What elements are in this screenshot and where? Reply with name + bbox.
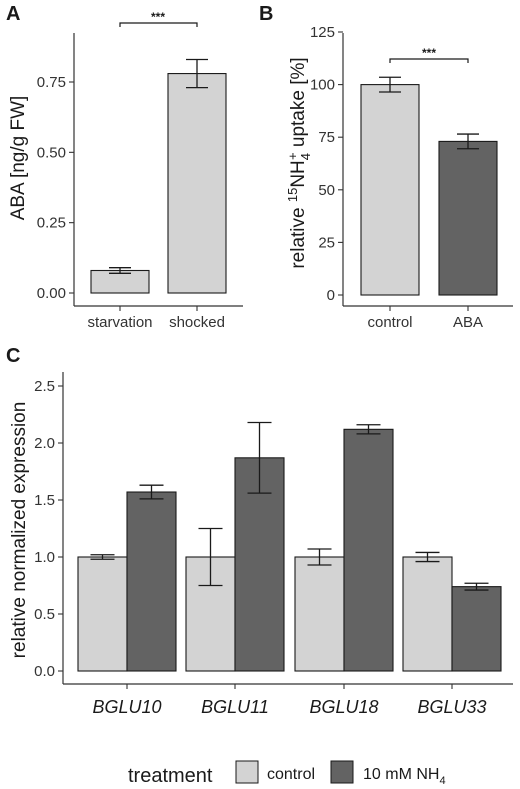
panel-b-xtick-label-ABA: ABA xyxy=(453,314,483,331)
panel-c-xtick-label-BGLU10: BGLU10 xyxy=(92,697,161,717)
panel-c-ytick-label: 0.0 xyxy=(34,663,55,680)
panel-c: C relative normalized expression 0.0 0.5 1… xyxy=(6,345,513,717)
legend-swatch-control xyxy=(235,760,259,784)
panel-c-letter: C xyxy=(6,345,20,367)
panel-a-ytick-label: 0.50 xyxy=(37,144,66,161)
panel-c-xtick-label-BGLU18: BGLU18 xyxy=(309,697,378,717)
panel-c-bar-BGLU33-control xyxy=(402,556,453,672)
panel-b-ytick-label: 25 xyxy=(318,234,335,251)
panel-a-ytick-label: 0.75 xyxy=(37,74,66,91)
panel-b-ytick-label: 100 xyxy=(310,77,335,94)
panel-a-bar-shocked xyxy=(167,73,227,294)
panel-b-significance-label: *** xyxy=(422,46,436,60)
panel-c-bar-BGLU33-nh4 xyxy=(451,586,502,672)
legend-title: treatment xyxy=(128,765,213,787)
legend-swatch-nh4 xyxy=(330,760,354,784)
panel-c-ytick-label: 2.0 xyxy=(34,435,55,452)
panel-a-bracket-line xyxy=(119,22,198,27)
panel-c-bar-BGLU18-control xyxy=(294,556,345,672)
panel-b-ytick-label: 75 xyxy=(318,129,335,146)
panel-b-letter: B xyxy=(259,3,273,25)
panel-a-ytick-label: 0.25 xyxy=(37,215,66,232)
panel-c-bar-BGLU18-nh4 xyxy=(343,428,394,672)
panel-a-significance-label: *** xyxy=(151,10,165,24)
panel-c-y-axis-title: relative normalized expression xyxy=(9,402,30,659)
panel-c-ytick-label: 0.5 xyxy=(34,606,55,623)
panel-c-xtick-label-BGLU33: BGLU33 xyxy=(417,697,486,717)
panel-a-y-axis-title: ABA [ng/g FW] xyxy=(8,96,29,221)
panel-b-bracket-line xyxy=(389,58,469,63)
legend-label-control: control xyxy=(267,766,315,783)
legend: treatment control 10 mM NH4 xyxy=(128,760,446,787)
panel-c-xtick-label-BGLU11: BGLU11 xyxy=(201,697,269,717)
panel-a-significance-bracket: *** xyxy=(119,10,198,27)
panel-c-bar-BGLU10-nh4 xyxy=(126,491,177,672)
panel-b-ytick-label: 50 xyxy=(318,182,335,199)
panel-b-bar-control xyxy=(360,84,420,296)
panel-b-y-axis-title: relative 15NH4+ uptake [%] xyxy=(285,57,313,268)
panel-b-ytick-label: 125 xyxy=(310,24,335,41)
panel-c-ytick-label: 2.5 xyxy=(34,378,55,395)
panel-c-ytick-label: 1.0 xyxy=(34,549,55,566)
panel-a-xtick-label-shocked: shocked xyxy=(169,314,225,331)
panel-b-significance-bracket: *** xyxy=(389,46,469,63)
panel-c-bar-BGLU10-control xyxy=(77,556,128,672)
panel-b-xtick-label-control: control xyxy=(367,314,412,331)
panel-a-letter: A xyxy=(6,3,20,25)
panel-a-ytick-label: 0.00 xyxy=(37,285,66,302)
panel-a: A ABA [ng/g FW] 0.00 0.25 0.50 0.75 starvat… xyxy=(6,3,243,331)
panel-b-ytick-label: 0 xyxy=(327,287,335,304)
panel-a-xtick-label-starvation: starvation xyxy=(87,314,152,331)
panel-b-bar-ABA xyxy=(438,140,498,296)
panel-c-ytick-label: 1.5 xyxy=(34,492,55,509)
legend-label-nh4: 10 mM NH4 xyxy=(363,766,446,787)
panel-b: B relative 15NH4+ uptake [%] 0 25 50 75 100 1… xyxy=(259,3,513,331)
